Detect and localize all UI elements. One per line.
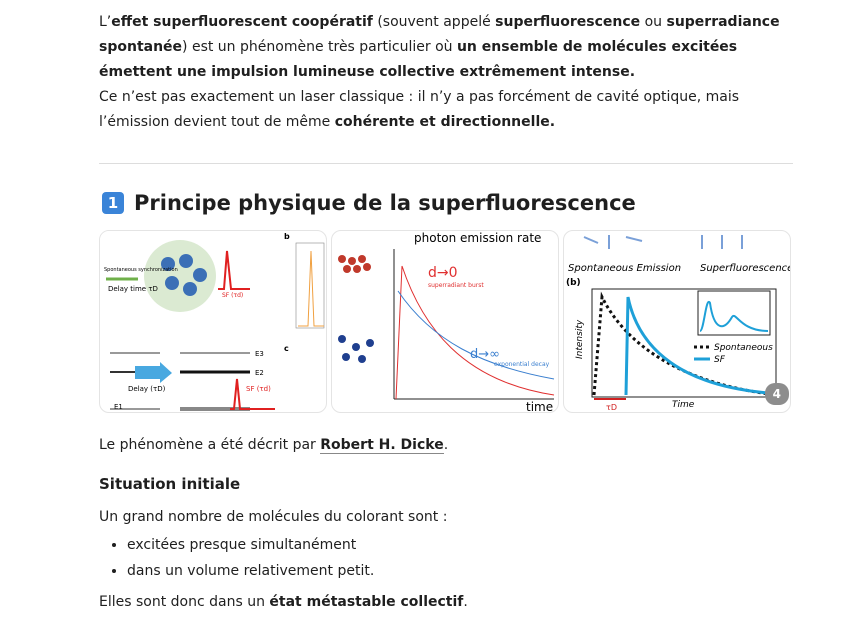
image-label: Spontaneous Emission (568, 263, 681, 274)
divider (99, 163, 793, 164)
image-label: Superfluorescence (700, 263, 791, 274)
image-label: τD (606, 403, 617, 412)
image-label: b (284, 232, 290, 241)
image-label: Spontaneous (714, 343, 773, 353)
image-label: d→0 (428, 265, 458, 281)
text: . (443, 437, 449, 453)
image[interactable]: photon emission rate d→0 superradiant bu… (331, 230, 559, 413)
bold-text: superfluorescence (495, 14, 641, 30)
image-label: E2 (255, 369, 264, 377)
image-label: superradiant burst (428, 282, 484, 289)
image-label: exponential decay (494, 361, 550, 368)
bold-text: cohérente et directionnelle. (334, 114, 556, 130)
keycap: 1 (102, 192, 124, 214)
image-label: Delay time τD (108, 285, 158, 293)
text: . (463, 594, 468, 610)
image-strip[interactable]: Spontaneous synchronization Delay time τ… (99, 230, 793, 413)
bold-text: un ensemble de molécules excitées émette… (99, 39, 738, 80)
image-label: Intensity (575, 319, 585, 359)
paragraph: Ce n’est pas exactement un laser classiq… (99, 85, 793, 135)
paragraph: Un grand nombre de molécules du colorant… (99, 509, 448, 525)
image-label: SF (τd) (222, 292, 243, 299)
image-label: time (526, 400, 553, 413)
text: ou (640, 14, 667, 30)
image-label: d→∞ (470, 347, 500, 362)
answer: L’effet superfluorescent coopératif (sou… (99, 10, 793, 615)
image-label: Spontaneous synchronization (104, 267, 178, 273)
subheading: Situation initiale (99, 475, 241, 493)
image-label: SF (714, 355, 726, 365)
bullet: dans un volume relativement petit. (127, 558, 793, 584)
image-label: E1 (114, 403, 123, 411)
image-label: E3 (255, 350, 264, 358)
text: (souvent appelé (372, 14, 496, 30)
image[interactable]: Spontaneous synchronization Delay time τ… (99, 230, 327, 413)
image-label: (b) (566, 278, 581, 288)
image-count[interactable]: 4 (764, 383, 789, 405)
bold-text: état métastable collectif (269, 594, 464, 610)
heading: 1 Principe physique de la superfluorescen… (102, 188, 793, 218)
bold-text: effet superfluorescent coopératif (111, 14, 373, 30)
heading-title: Principe physique de la superfluorescenc… (134, 190, 636, 215)
link[interactable]: Robert H. Dicke (320, 437, 444, 454)
text: Elles sont donc dans un (99, 594, 270, 610)
text: ) est un phénomène très particulier où (182, 39, 457, 55)
paragraph: L’effet superfluorescent coopératif (sou… (99, 10, 793, 85)
image-label: Delay (τD) (128, 385, 166, 393)
bold-text: superradiance spontanée (99, 14, 780, 55)
text: L’ (99, 14, 112, 30)
image-label: photon emission rate (414, 231, 541, 245)
image-label: SF (τd) (246, 385, 271, 393)
text: Ce n’est pas exactement un laser classiq… (99, 89, 740, 130)
paragraph: Elles sont donc dans un état métastable … (99, 590, 793, 615)
paragraph: Le phénomène a été décrit par Robert H. … (99, 433, 793, 458)
image-label: c (284, 344, 289, 353)
bullet-list: excitées presque simultanémentdans un vo… (99, 532, 793, 584)
bullet: excitées presque simultanément (127, 532, 793, 558)
image[interactable]: Spontaneous Emission Superfluorescence (… (563, 230, 791, 413)
text: Le phénomène a été décrit par (99, 437, 321, 453)
image-label: Time (672, 400, 695, 410)
